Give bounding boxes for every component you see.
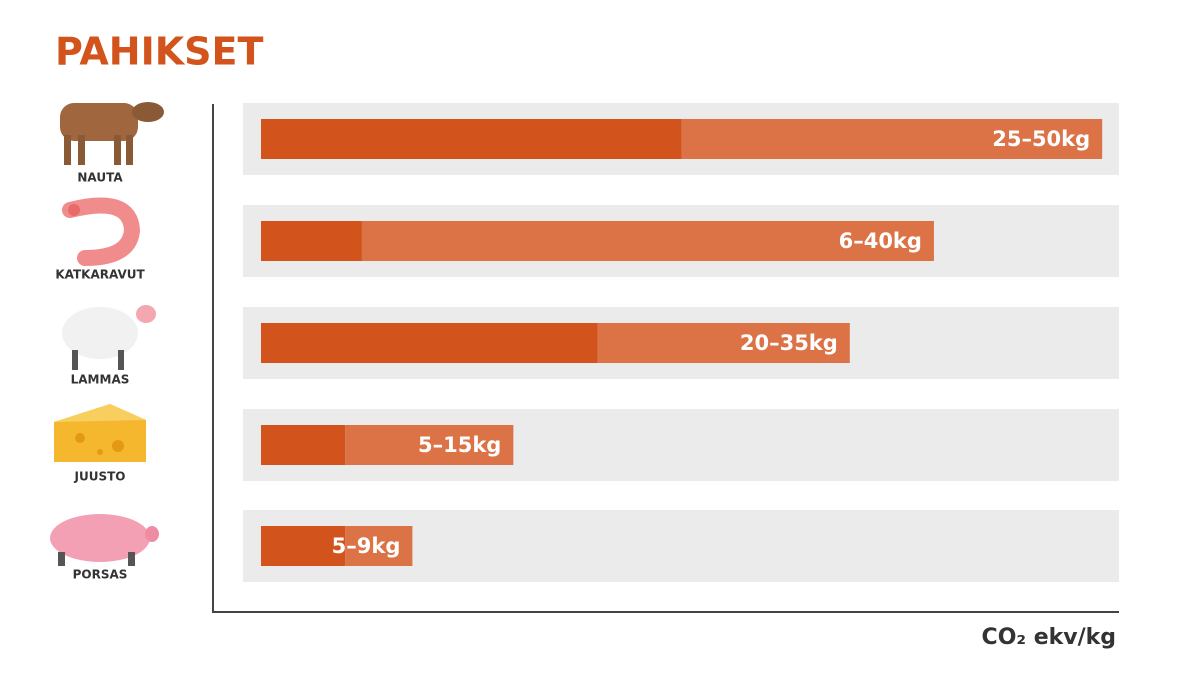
pig-icon [50,514,159,566]
range-bar-low [261,119,682,159]
category-label: JUUSTO [74,470,126,484]
value-label: 20–35kg [740,331,838,355]
cow-icon [60,102,164,165]
range-bar-high [681,119,1103,159]
range-bar-high [597,323,850,363]
range-bar-high [345,526,413,566]
range-bar-high [345,425,514,465]
sheep-icon [62,305,156,370]
range-bar-low [261,221,362,261]
cheese-icon [54,404,146,462]
range-bar-low [261,526,346,566]
range-bar-low [261,323,598,363]
value-label: 5–9kg [332,534,401,558]
category-label: LAMMAS [71,373,130,387]
category-label: PORSAS [73,568,128,582]
chart-title: PAHIKSET [55,30,263,74]
range-bar-low [261,425,346,465]
value-label: 5–15kg [418,433,501,457]
range-bar-high [361,221,934,261]
value-label: 25–50kg [992,127,1090,151]
category-label: NAUTA [77,171,123,185]
value-label: 6–40kg [839,229,922,253]
shrimp-icon [62,197,141,266]
x-axis-label: CO₂ ekv/kg [982,625,1116,650]
category-label: KATKARAVUT [55,268,145,282]
